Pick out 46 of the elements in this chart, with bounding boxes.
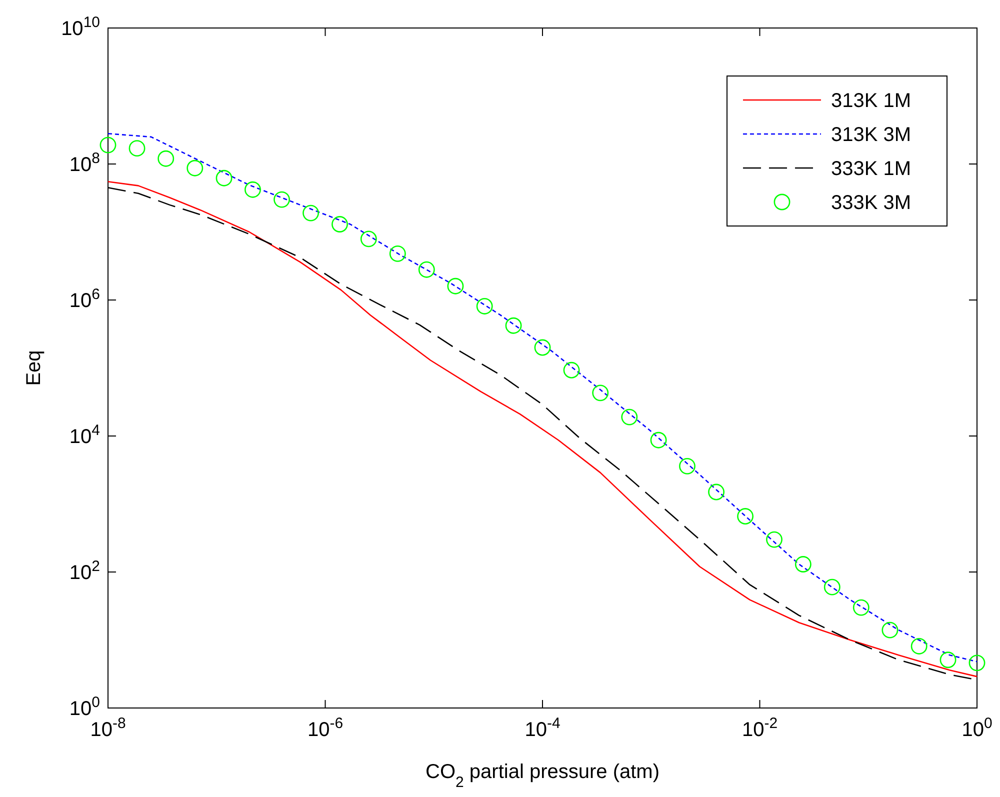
y-tick-label: 10$^{8}$ [69,150,100,176]
point [534,339,551,356]
point [158,150,174,167]
point [882,622,898,638]
y-tick-label: 10$^{2}$ [69,558,100,584]
legend-label: 313K 1M [831,90,912,112]
legend-label: 313K 3M [831,124,912,146]
y-tick-label: 10$^{6}$ [69,286,100,312]
point [852,599,870,616]
x-tick-label: 10$^{-2}$ [742,714,778,741]
legend-label: 333K 1M [831,158,912,180]
point [968,654,986,672]
point [360,230,377,248]
point [737,508,754,524]
point [650,432,667,448]
point [447,278,464,294]
point [476,298,493,314]
x-tick-label: 10$^{-4}$ [524,714,560,741]
point [274,191,290,208]
point [794,556,812,572]
y-tick-label: 10$^{4}$ [69,422,100,448]
point [332,216,348,232]
point [100,136,116,154]
point [244,181,261,198]
point [418,261,435,278]
point [621,408,638,426]
x-axis-title: CO$_{2}$ partial pressure (atm) [426,761,660,790]
point [679,458,696,474]
point [128,140,146,157]
point [216,170,232,186]
point [708,484,725,500]
point [940,652,956,668]
point [389,245,406,262]
y-axis-title: Eeq [23,350,45,386]
point [910,638,928,654]
x-tick-label: 10$^{-6}$ [307,714,344,741]
x-tick-label: 10$^{0}$ [962,714,992,741]
point [186,160,204,176]
legend-label: 333K 3M [831,192,912,214]
point [302,204,320,222]
point [505,317,522,334]
y-tick-label: 10$^{10}$ [61,14,100,40]
point [824,578,840,596]
point [766,531,782,548]
point [563,362,580,378]
point [592,384,609,402]
